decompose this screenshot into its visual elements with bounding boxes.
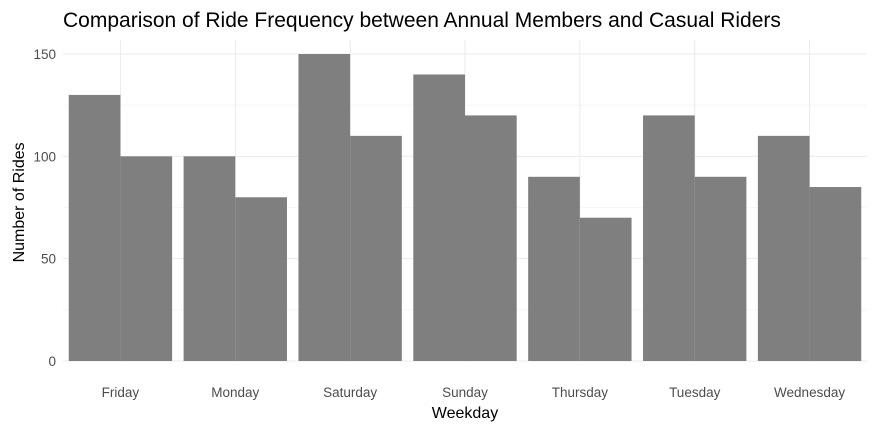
bar — [809, 187, 862, 361]
bar — [298, 54, 351, 361]
x-tick-label: Sunday — [442, 385, 488, 400]
chart-title: Comparison of Ride Frequency between Ann… — [63, 9, 781, 32]
bar — [643, 115, 695, 362]
bar — [579, 217, 632, 361]
x-axis-ticks: Friday Monday Saturday Sunday Thursday Tuesda… — [102, 385, 846, 400]
bar — [120, 156, 173, 361]
y-axis-title: Number of Rides — [11, 142, 28, 262]
bar — [350, 135, 402, 361]
bar — [757, 135, 810, 361]
bar — [528, 176, 580, 361]
x-tick-label: Friday — [102, 385, 140, 400]
y-tick-label: 50 — [41, 252, 56, 267]
x-tick-label: Thursday — [552, 385, 609, 400]
bar — [183, 156, 236, 361]
x-tick-label: Saturday — [323, 385, 377, 400]
bars — [68, 54, 862, 362]
x-axis-title: Weekday — [432, 405, 498, 422]
x-tick-label: Wednesday — [774, 385, 845, 400]
x-tick-label: Monday — [211, 385, 259, 400]
bar — [413, 74, 465, 361]
x-tick-label: Tuesday — [669, 385, 721, 400]
y-tick-label: 0 — [48, 354, 56, 369]
y-tick-label: 100 — [33, 149, 56, 164]
bar — [465, 115, 517, 362]
y-tick-label: 150 — [33, 47, 56, 62]
bar — [68, 94, 121, 362]
y-axis-ticks: 0 50 100 150 — [33, 47, 56, 369]
bar — [235, 197, 287, 361]
bar — [694, 176, 747, 361]
